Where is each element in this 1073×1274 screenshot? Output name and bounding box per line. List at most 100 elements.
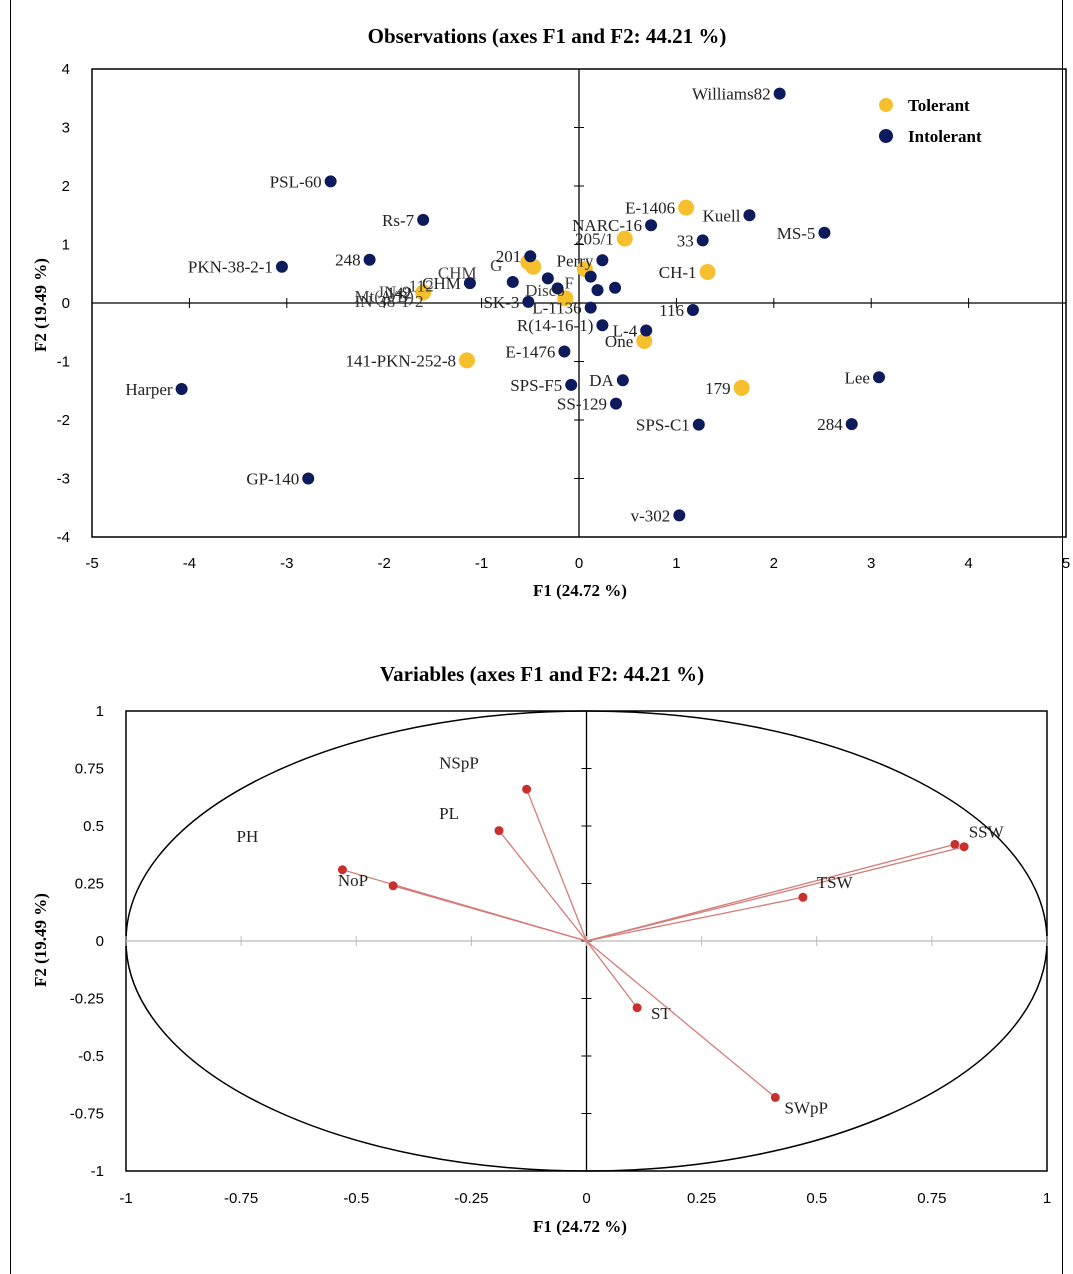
obs-x-tick-label: -5: [85, 555, 98, 572]
tolerant-point: [616, 230, 633, 247]
legend-tolerant-label: Tolerant: [908, 96, 970, 115]
obs-x-tick-label: -4: [183, 555, 196, 572]
intolerant-point: [558, 345, 571, 358]
intolerant-point: [275, 260, 288, 273]
intolerant-point: [541, 272, 554, 285]
intolerant-point: [596, 254, 609, 267]
intolerant-point: [506, 275, 519, 288]
observations-chart: Observations (axes F1 and F2: 44.21 %) -…: [31, 24, 1070, 600]
var-y-tick-label: -0.25: [70, 991, 104, 1008]
point-label: MS-5: [777, 224, 816, 243]
var-x-tick-label: 0.75: [917, 1190, 946, 1207]
intolerant-point: [302, 472, 315, 485]
obs-y-tick-label: 1: [62, 237, 70, 254]
variables-x-axis-label: F1 (24.72 %): [533, 1217, 627, 1236]
tolerant-point: [458, 352, 475, 369]
point-label: 116: [659, 301, 684, 320]
intolerant-point: [324, 175, 337, 188]
point-label: 141-PKN-252-8: [345, 351, 456, 370]
point-label: 142: [387, 283, 413, 302]
var-y-tick-label: 0.5: [83, 818, 104, 835]
point-label: Kuell: [703, 206, 741, 225]
tolerant-point: [733, 379, 750, 396]
variable-label: TSW: [817, 873, 854, 892]
var-y-tick-label: 0.75: [75, 761, 104, 778]
variable-vector-tip: [494, 826, 504, 836]
variable-vector: [392, 885, 587, 942]
intolerant-point: [609, 281, 622, 294]
variable-vector-tip: [770, 1092, 780, 1102]
intolerant-point: [696, 234, 709, 247]
var-x-tick-label: -0.5: [343, 1190, 369, 1207]
variable-vector-tip: [632, 1003, 642, 1013]
var-y-tick-label: -0.5: [78, 1048, 104, 1065]
obs-x-tick-label: 1: [672, 555, 680, 572]
var-y-tick-label: -1: [91, 1163, 104, 1180]
obs-y-tick-label: 2: [62, 178, 70, 195]
legend-tolerant-marker: [879, 98, 893, 112]
tolerant-point: [525, 258, 542, 275]
intolerant-point: [591, 284, 604, 297]
obs-y-tick-label: -3: [57, 471, 70, 488]
intolerant-point: [610, 397, 623, 410]
intolerant-point: [363, 253, 376, 266]
obs-x-tick-label: 3: [867, 555, 875, 572]
intolerant-point: [818, 226, 831, 239]
intolerant-point: [551, 282, 564, 295]
obs-x-tick-label: 5: [1062, 555, 1070, 572]
variable-label: SWpP: [785, 1099, 828, 1118]
point-label: CH-1: [659, 263, 697, 282]
var-y-tick-label: -0.75: [70, 1106, 104, 1123]
variables-vectors: NSpP PL PH NoP SSW TSW ST SWpP: [237, 754, 1005, 1118]
point-label: SS-129: [557, 395, 607, 414]
point-label: Rs-7: [382, 211, 415, 230]
tolerant-point: [557, 290, 574, 307]
intolerant-point: [175, 382, 188, 395]
variable-label: PH: [237, 827, 259, 846]
obs-y-tick-label: -2: [57, 412, 70, 429]
overlap-point-label: G: [490, 256, 502, 275]
point-label: 248: [335, 251, 361, 270]
point-label: SPS-F5: [510, 376, 562, 395]
tolerant-point: [699, 263, 716, 280]
intolerant-point: [584, 301, 597, 314]
variable-vector-tip: [388, 881, 398, 891]
point-label: PSL-60: [270, 172, 322, 191]
obs-y-tick-label: 4: [62, 61, 70, 78]
overlap-point-label: CHM: [438, 264, 477, 283]
intolerant-point: [845, 418, 858, 431]
point-label: GP-140: [246, 470, 299, 489]
var-x-tick-label: 0.5: [806, 1190, 827, 1207]
overlap-point-label: F: [565, 274, 574, 293]
variable-vector-tip: [950, 839, 960, 849]
variables-y-axis-label: F2 (19.49 %): [31, 893, 50, 987]
variable-vector: [586, 843, 956, 942]
point-label: Harper: [125, 380, 173, 399]
figure-frame: [10, 0, 1063, 1274]
point-label: E-1476: [505, 343, 555, 362]
intolerant-point: [645, 219, 658, 232]
overlap-point-label: JN-9: [377, 282, 410, 301]
overlap-point-label: Disco: [525, 281, 565, 300]
tolerant-point: [415, 284, 432, 301]
variables-axes: -1 -0.75 -0.5 -0.25 0 0.25 0.5 0.75 1 1 0.75 0.5 0.2…: [70, 703, 1051, 1207]
observations-title: Observations (axes F1 and F2: 44.21 %): [368, 24, 727, 48]
var-x-tick-label: 0: [582, 1190, 590, 1207]
intolerant-point: [773, 87, 786, 100]
variable-vector: [526, 788, 588, 942]
var-x-tick-label: -0.25: [454, 1190, 488, 1207]
var-x-tick-label: -0.75: [224, 1190, 258, 1207]
point-label: SPS-C1: [636, 416, 690, 435]
obs-x-tick-label: 2: [770, 555, 778, 572]
variable-vector: [586, 940, 776, 1098]
point-label: NARC-16: [572, 216, 642, 235]
var-y-tick-label: 1: [96, 703, 104, 720]
point-label: 284: [817, 415, 843, 434]
intolerant-point: [463, 277, 476, 290]
variable-vector-tip: [798, 892, 808, 902]
variable-vector: [498, 830, 588, 942]
point-label: v-302: [631, 506, 671, 525]
point-label: 201: [496, 247, 522, 266]
obs-x-tick-label: 4: [964, 555, 972, 572]
